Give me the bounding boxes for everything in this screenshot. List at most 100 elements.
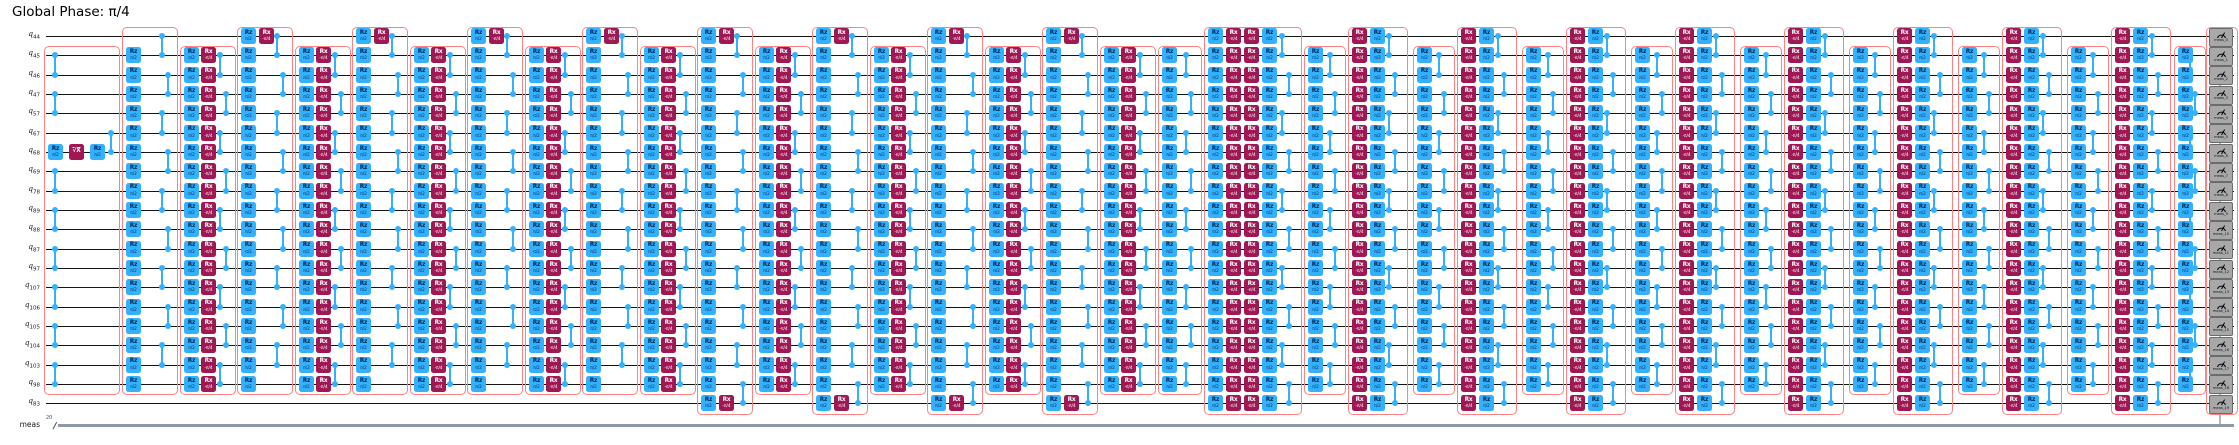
gate-label: Rz [129,300,138,307]
cz-dot [1544,149,1551,155]
gate-param: -π/4 [1573,364,1582,370]
cz-dot [561,149,568,155]
gate-rz: Rz π/2 [931,182,946,199]
gate-label: Rz [1700,261,1709,268]
gate-label: Rz [1165,223,1174,230]
gate-param: π/2 [1966,268,1973,274]
gate-param: π/2 [475,113,482,119]
gate-param: π/2 [1810,287,1817,293]
gate-rz: Rz π/2 [1915,395,1930,412]
gate-label: Rx [1573,126,1582,133]
gate-param: π/2 [1108,287,1115,293]
gate-param: π/2 [475,210,482,216]
gate-param: π/2 [820,94,827,100]
gate-label: Rx [434,358,443,365]
gate-param: π/2 [935,287,942,293]
cz-dot [733,110,740,117]
gate-label: Rx [1791,223,1800,230]
gate-param: -π/4 [1900,94,1909,100]
gate-label: Rx [1573,165,1582,172]
gate-param: π/2 [1701,94,1708,100]
gate-param: π/2 [1312,345,1319,351]
gate-rz: Rz π/2 [471,28,486,44]
gate-label: Rz [1107,377,1116,384]
cz-connector [2189,132,2191,152]
gate-param: π/2 [2075,229,2082,235]
gate-rz: Rz π/2 [1806,66,1821,83]
gate-label: Rx [549,165,558,172]
gate-rz: Rz π/2 [414,221,429,238]
gate-label: Rx [894,223,903,230]
gate-label: Rx [1791,145,1800,152]
gate-param: -π/4 [2118,345,2127,351]
gate-label: Rx [894,49,903,56]
cz-connector [1656,287,1658,307]
gate-label: Rz [1529,145,1538,152]
gate-label: Rx [1355,281,1364,288]
gate-rx: Rx -π/4 [201,47,216,64]
gate-param: -π/4 [2118,403,2127,409]
gate-label: Rz [1591,203,1600,210]
gate-param: π/2 [1212,364,1219,370]
gate-rz: Rz π/2 [1588,182,1603,199]
cz-connector [1933,36,1935,56]
gate-param: π/2 [648,152,655,158]
gate-label: Rx [1009,377,1018,384]
qubit-label: q57 [4,107,40,118]
gate-param: -π/4 [1229,132,1238,138]
cz-dot [1278,33,1285,39]
gate-param: -π/4 [2118,55,2127,61]
gate-param: π/2 [1810,113,1817,119]
cz-dot [1936,226,1943,233]
gate-label: Rz [1918,397,1927,404]
cz-dot [1549,168,1556,175]
gate-param: π/2 [1374,325,1381,331]
cz-dot [1078,52,1085,59]
gate-param: π/2 [1919,132,1926,138]
cz-connector [736,345,738,365]
gate-label: Rz [1809,223,1818,230]
gate-label: Rx [1573,87,1582,94]
gate-label: Rz [934,377,943,384]
gate-param: π/2 [878,210,885,216]
cz-dot [509,245,516,252]
gate-param: π/2 [1266,132,1273,138]
qubit-index: 107 [29,285,41,292]
gate-param: π/2 [475,345,482,351]
gate-param: -π/4 [837,36,846,42]
cz-dot [51,265,58,271]
gate-rz: Rz π/2 [1853,240,1868,257]
gate-rz: Rz π/2 [644,298,659,315]
gate-param: π/2 [2075,190,2082,196]
gate-rz: Rz π/2 [2024,260,2039,276]
gate-rz: Rz π/2 [241,144,256,160]
gate-param: -π/4 [779,171,788,177]
gate-label: Rz [2074,319,2083,326]
gate-rx: Rx -π/4 [891,260,906,276]
gate-rz: Rz π/2 [1104,105,1119,122]
gate-rz: Rz π/2 [874,260,889,276]
gate-rx: Rx -π/4 [1121,182,1136,199]
gate-rz: Rz π/2 [586,163,601,180]
cz-connector [1983,55,1985,75]
gate-rx: Rx -π/4 [1788,105,1803,122]
gate-rz: Rz π/2 [816,375,831,392]
gate-param: π/2 [418,94,425,100]
gate-param: -π/4 [894,74,903,80]
cz-dot [1285,380,1292,387]
gate-label: Rx [664,49,673,56]
gate-param: π/2 [475,190,482,196]
gate-label: Rz [2074,358,2083,365]
gate-param: π/2 [188,345,195,351]
cz-connector [915,94,917,114]
cz-dot [1391,71,1398,78]
gate-label: Rz [1700,281,1709,288]
gate-param: -π/4 [894,171,903,177]
gate-rz: Rz π/2 [874,66,889,83]
gate-param: π/2 [1421,210,1428,216]
gate-rz: Rz π/2 [1853,124,1868,141]
gate-param: -π/4 [1464,268,1473,274]
gate-param: π/2 [705,229,712,235]
cz-connector [1830,229,1832,249]
cz-dot [969,71,976,78]
